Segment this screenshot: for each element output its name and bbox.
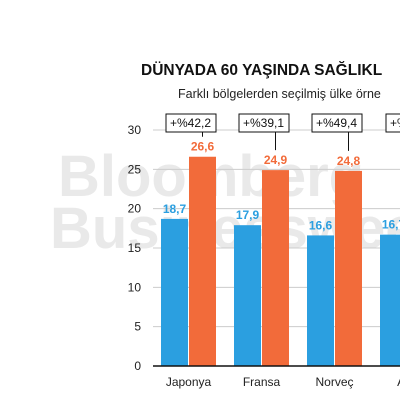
bar <box>234 225 261 366</box>
bar <box>262 170 289 366</box>
bar <box>335 170 362 366</box>
change-box <box>311 113 363 133</box>
bars <box>161 156 400 366</box>
y-tick-label: 20 <box>128 202 142 216</box>
data-label: 17,9 <box>236 208 260 222</box>
data-label: 24,8 <box>337 154 361 168</box>
data-label: 26,6 <box>191 140 215 154</box>
y-tick-label: 25 <box>128 162 142 176</box>
y-tick-label: 30 <box>128 123 142 137</box>
category-label: Alm <box>397 375 400 389</box>
bar <box>161 218 188 366</box>
bar <box>307 235 334 366</box>
data-label: 16,6 <box>309 218 333 232</box>
bar <box>380 234 400 366</box>
chart-title: DÜNYADA 60 YAŞINDA SAĞLIKL <box>141 61 382 79</box>
bar <box>189 156 216 366</box>
y-tick-label: 0 <box>134 359 141 373</box>
y-tick-label: 10 <box>128 280 142 294</box>
y-tick-label: 15 <box>128 241 142 255</box>
x-axis-categories: Japonya Fransa Norveç Alm <box>166 375 400 389</box>
chart-subtitle: Farklı bölgelerden seçilmiş ülke örne <box>178 87 381 101</box>
category-label: Norveç <box>315 375 353 389</box>
data-label: 16,7 <box>382 218 400 232</box>
y-axis-ticks: 0 5 10 15 20 25 30 <box>128 123 142 373</box>
data-label: 24,9 <box>264 153 288 167</box>
change-box <box>165 113 217 133</box>
data-labels: 18,7 17,9 16,6 16,7 26,6 24,9 24,8 <box>163 140 400 233</box>
change-label: +%42,2 <box>170 116 211 130</box>
change-box <box>385 113 400 133</box>
change-label: +%39,1 <box>243 116 284 130</box>
y-tick-label: 5 <box>134 320 141 334</box>
change-label: +%49,4 <box>316 116 357 130</box>
category-label: Fransa <box>243 375 281 389</box>
change-label: +% <box>390 116 400 130</box>
change-boxes: +%42,2 +%39,1 +%49,4 +% <box>165 113 400 151</box>
category-label: Japonya <box>166 375 212 389</box>
data-label: 18,7 <box>163 202 187 216</box>
change-box <box>238 113 290 133</box>
